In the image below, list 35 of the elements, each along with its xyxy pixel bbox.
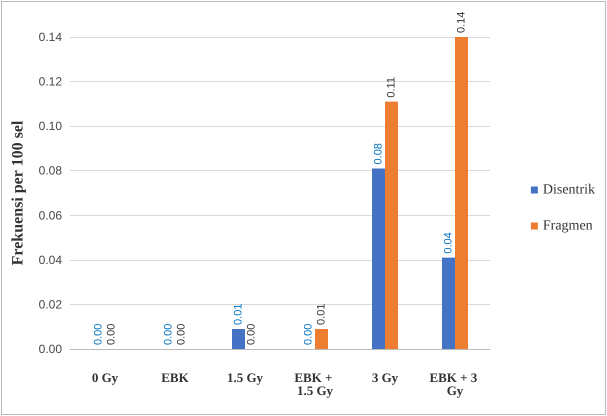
bar [442, 258, 455, 349]
y-tick-label: 0.08 [38, 164, 62, 178]
x-tick-label: EBK + 1.5 Gy [294, 370, 336, 398]
bar [372, 168, 385, 349]
y-tick-label: 0.12 [38, 74, 62, 89]
data-label: 0.01 [232, 304, 244, 325]
legend-label: Fragmen [542, 218, 593, 234]
x-tick-label: 1.5 Gy [226, 370, 264, 385]
data-label: 0.00 [246, 324, 258, 345]
data-label: 0.08 [372, 143, 384, 164]
x-tick-label: 0 Gy [92, 370, 119, 385]
y-tick-label: 0.02 [38, 297, 62, 312]
data-label: 0.00 [106, 324, 118, 345]
data-label: 0.14 [456, 12, 468, 33]
y-tick-label: 0.14 [38, 30, 62, 44]
data-label: 0.11 [386, 77, 398, 98]
x-tick-label: EBK + 3 Gy [429, 370, 481, 398]
data-label: 0.01 [316, 304, 328, 325]
data-label: 0.04 [442, 232, 454, 254]
data-label: 0.00 [92, 324, 104, 345]
x-tick-label: EBK [161, 370, 190, 385]
bar [455, 37, 468, 349]
y-tick-label: 0.06 [38, 208, 62, 222]
x-tick-label: 3 Gy [372, 370, 399, 385]
y-tick-label: 0.10 [38, 119, 62, 134]
data-label: 0.00 [162, 324, 174, 345]
legend-label: Disentrik [542, 182, 596, 198]
bar [232, 328, 245, 349]
bar [315, 328, 328, 349]
y-axis-title: Frekuensi per 100 sel [10, 120, 26, 266]
y-tick-label: 0.00 [38, 342, 62, 356]
data-label: 0.00 [302, 324, 314, 345]
bar [385, 102, 398, 349]
y-tick-label: 0.04 [38, 252, 62, 267]
data-label: 0.00 [176, 324, 188, 345]
